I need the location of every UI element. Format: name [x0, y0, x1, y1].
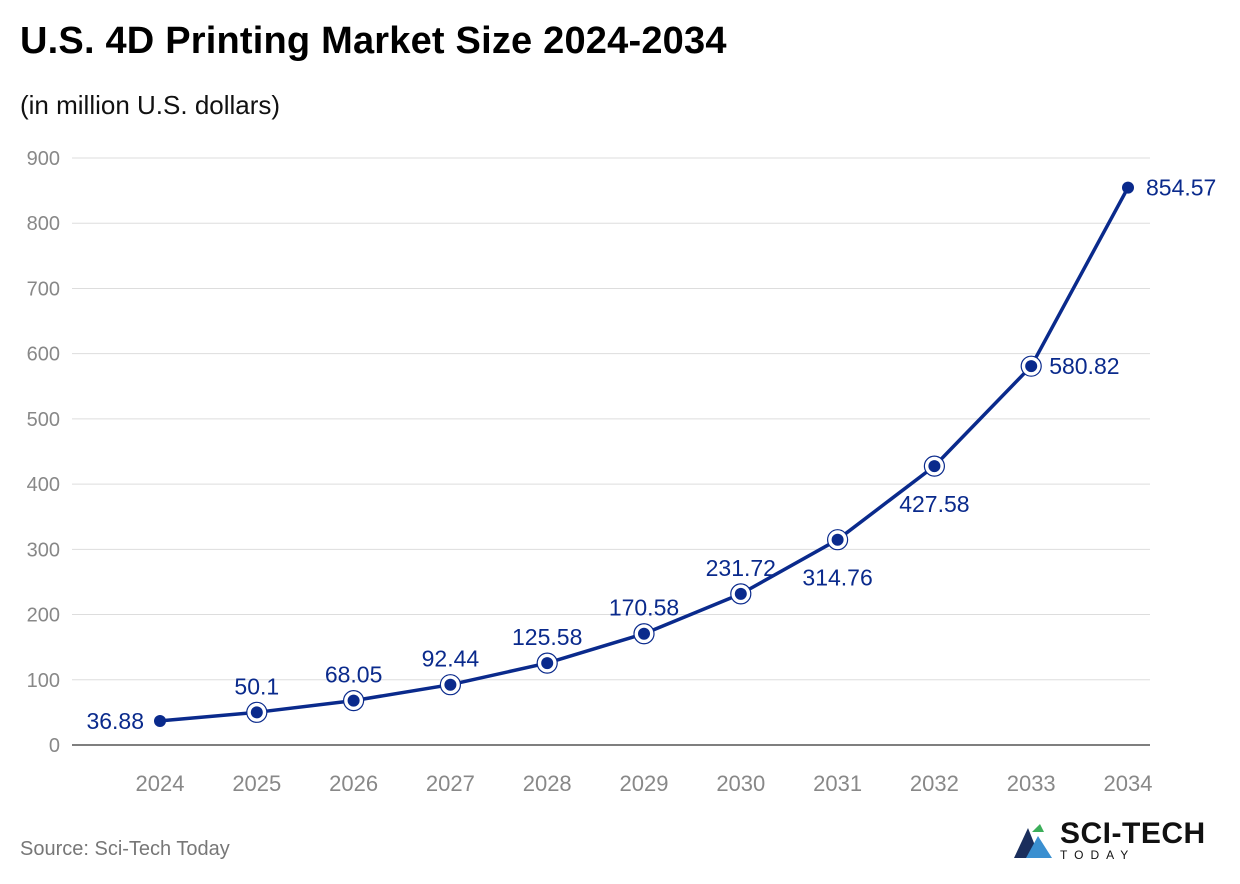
data-label: 231.72 — [706, 555, 776, 581]
data-points — [154, 181, 1134, 727]
y-tick-label: 300 — [27, 539, 60, 561]
y-tick-label: 200 — [27, 605, 60, 627]
x-tick-label: 2025 — [232, 771, 281, 796]
data-point — [154, 714, 166, 727]
chart-title: U.S. 4D Printing Market Size 2024-2034 — [20, 20, 727, 62]
data-point — [730, 583, 752, 605]
data-point — [439, 674, 461, 696]
y-tick-label: 500 — [27, 409, 60, 431]
chart-subtitle: (in million U.S. dollars) — [20, 90, 281, 120]
data-point — [633, 623, 655, 645]
data-label: 427.58 — [899, 491, 969, 517]
x-tick-label: 2030 — [716, 771, 765, 796]
x-tick-label: 2029 — [620, 771, 669, 796]
x-tick-label: 2032 — [910, 771, 959, 796]
x-tick-label: 2031 — [813, 771, 862, 796]
y-tick-label: 0 — [49, 735, 60, 757]
data-point — [1122, 181, 1134, 194]
logo-name: SCI-TECH — [1060, 817, 1206, 850]
brand-logo: SCI-TECH TODAY — [1010, 818, 1210, 864]
data-point — [343, 690, 365, 712]
data-point — [1020, 355, 1042, 377]
y-axis-ticks: 0 100 200 300 400 500 600 700 800 900 — [27, 148, 60, 757]
x-tick-label: 2028 — [523, 771, 572, 796]
data-point — [536, 652, 558, 674]
gridlines — [72, 157, 1150, 746]
data-label: 92.44 — [422, 646, 480, 672]
y-tick-label: 800 — [27, 213, 60, 235]
data-label: 854.57 — [1146, 175, 1216, 201]
x-tick-label: 2024 — [136, 771, 185, 796]
data-label: 125.58 — [512, 624, 582, 650]
y-tick-label: 600 — [27, 344, 60, 366]
y-tick-label: 700 — [27, 278, 60, 300]
data-label: 68.05 — [325, 662, 383, 688]
y-tick-label: 400 — [27, 474, 60, 496]
logo-tagline: TODAY — [1060, 848, 1136, 862]
data-label: 170.58 — [609, 595, 679, 621]
data-label: 580.82 — [1049, 353, 1119, 379]
x-tick-label: 2026 — [329, 771, 378, 796]
y-tick-label: 900 — [27, 148, 60, 170]
data-point — [826, 529, 849, 551]
data-label: 36.88 — [86, 708, 144, 734]
x-axis-ticks: 2024 2025 2026 2027 2028 2029 2030 2031 2032 2033… — [136, 771, 1153, 796]
x-tick-label: 2027 — [426, 771, 475, 796]
y-tick-label: 100 — [27, 670, 60, 692]
x-tick-label: 2033 — [1007, 771, 1056, 796]
data-label: 50.1 — [234, 673, 279, 699]
x-tick-label: 2034 — [1104, 771, 1153, 796]
source-note: Source: Sci-Tech Today — [20, 838, 230, 860]
data-label: 314.76 — [802, 565, 872, 591]
mountain-logo-icon — [1014, 824, 1052, 858]
data-point — [246, 701, 268, 723]
data-labels: 36.88 50.1 68.05 92.44 125.58 170.58 231.72 314… — [86, 175, 1216, 734]
data-point — [923, 455, 946, 477]
